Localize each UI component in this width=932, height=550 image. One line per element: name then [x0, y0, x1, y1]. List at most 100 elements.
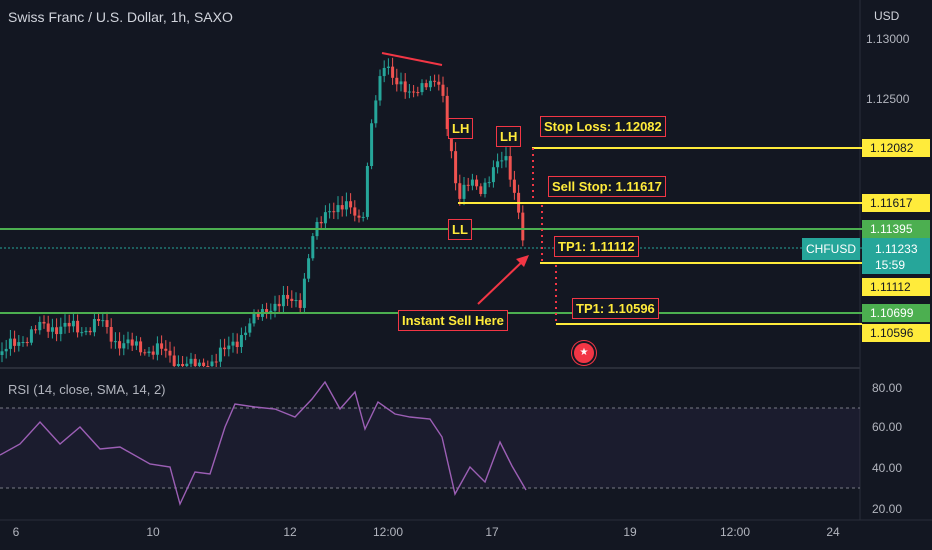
- time-tick: 24: [826, 525, 840, 539]
- candle-body: [252, 313, 256, 324]
- candle-body: [508, 156, 512, 180]
- candle-body: [172, 355, 176, 366]
- candle-body: [0, 351, 4, 355]
- instant-sell-label[interactable]: Instant Sell Here: [398, 310, 508, 331]
- candle-body: [160, 343, 164, 349]
- time-tick: 12: [283, 525, 297, 539]
- candle-body: [521, 212, 525, 241]
- candle-body: [130, 339, 134, 346]
- tp2-label[interactable]: TP1: 1.10596: [572, 298, 659, 319]
- candle-body: [155, 343, 159, 355]
- candle-body: [491, 167, 495, 183]
- grid-lines: [0, 0, 932, 521]
- candle-body: [88, 330, 92, 333]
- candle-body: [475, 179, 479, 187]
- candle-body: [55, 327, 59, 335]
- candle-body: [403, 81, 407, 93]
- candle-body: [38, 321, 42, 331]
- tp1-label[interactable]: TP1: 1.11112: [554, 236, 639, 257]
- candle-body: [424, 83, 428, 88]
- candle-body: [290, 298, 294, 302]
- us-flag-icon[interactable]: ★: [572, 341, 596, 365]
- candle-body: [223, 347, 227, 350]
- candle-body: [210, 361, 214, 366]
- candle-body: [487, 182, 491, 184]
- candle-body: [500, 160, 504, 162]
- lower-high-label[interactable]: LH: [496, 126, 522, 147]
- candle-body: [311, 236, 315, 259]
- candle-body: [428, 80, 432, 88]
- candle-body: [256, 313, 260, 317]
- sell-stop-label[interactable]: Sell Stop: 1.11617: [548, 176, 666, 197]
- candle-body: [59, 326, 63, 335]
- candle-body: [281, 294, 285, 307]
- candle-body: [319, 221, 323, 224]
- candle-body: [412, 91, 416, 93]
- candle-body: [298, 300, 302, 308]
- chart-title[interactable]: Swiss Franc / U.S. Dollar, 1h, SAXO: [8, 9, 233, 25]
- candle-body: [80, 332, 84, 334]
- candle-body: [17, 342, 21, 346]
- candle-body: [449, 129, 453, 152]
- candle-body: [231, 341, 235, 346]
- stop-loss-label[interactable]: Stop Loss: 1.12082: [540, 116, 666, 137]
- candle-body: [151, 351, 155, 355]
- sell-stop-price-label: 1.11617: [862, 194, 930, 212]
- candle-body: [235, 341, 239, 348]
- tp2-price-label: 1.10596: [862, 324, 930, 342]
- lower-high-label[interactable]: LH: [448, 118, 474, 139]
- candle-body: [374, 100, 378, 124]
- candle-body: [353, 207, 357, 216]
- candle-body: [328, 211, 332, 213]
- support-price-label: 1.10699: [862, 304, 930, 322]
- arrow-head: [516, 255, 529, 267]
- candle-body: [227, 345, 231, 350]
- candle-body: [370, 123, 374, 167]
- candle-body: [63, 322, 67, 327]
- candle-body: [420, 83, 424, 93]
- candle-body: [13, 338, 17, 346]
- candle-body: [176, 364, 180, 366]
- candle-body: [21, 342, 25, 344]
- symbol-badge[interactable]: CHFUSD: [802, 238, 860, 260]
- candle-body: [202, 362, 206, 366]
- candle-body: [185, 363, 189, 366]
- bar-countdown: 15:59: [875, 258, 906, 272]
- candle-body: [483, 182, 487, 194]
- rsi-series: [0, 380, 860, 507]
- candle-body: [349, 201, 353, 208]
- drawing-overlay: [381, 52, 557, 322]
- candle-body: [336, 205, 340, 213]
- candle-body: [105, 320, 109, 328]
- candle-body: [92, 318, 96, 333]
- candle-body: [42, 321, 46, 324]
- candle-body: [382, 67, 386, 77]
- candle-body: [437, 81, 441, 85]
- candle-body: [504, 156, 508, 161]
- candle-body: [416, 92, 420, 94]
- candle-body: [307, 258, 311, 279]
- candle-body: [361, 216, 365, 218]
- candle-body: [67, 322, 71, 327]
- rsi-tick: 20.00: [872, 502, 903, 516]
- candle-body: [323, 212, 327, 224]
- candle-body: [134, 341, 138, 346]
- candle-body: [479, 186, 483, 194]
- stop-loss-price-label: 1.12082: [862, 139, 930, 157]
- candle-body: [50, 327, 54, 332]
- candle-body: [357, 215, 361, 218]
- price-tick: 1.12500: [866, 92, 910, 106]
- candle-body: [386, 66, 390, 68]
- lower-low-label[interactable]: LL: [448, 219, 472, 240]
- candle-body: [189, 358, 193, 364]
- candle-body: [441, 84, 445, 96]
- rsi-indicator-title[interactable]: RSI (14, close, SMA, 14, 2): [8, 382, 166, 397]
- candle-body: [273, 303, 277, 311]
- candle-body: [139, 341, 143, 353]
- candle-body: [332, 211, 336, 213]
- candle-body: [109, 327, 113, 342]
- currency-unit[interactable]: USD: [874, 9, 900, 23]
- candle-body: [265, 309, 269, 314]
